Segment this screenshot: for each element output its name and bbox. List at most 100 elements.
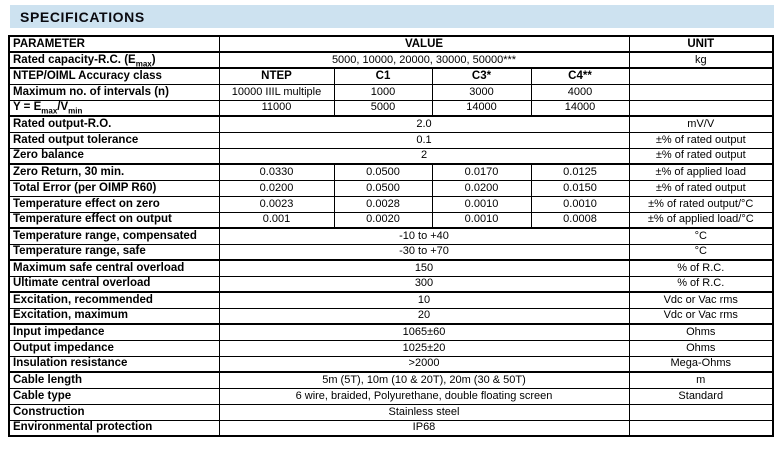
spec-table: PARAMETER VALUE UNIT Rated capacity-R.C.… (8, 35, 774, 437)
value-cell: >2000 (218, 355, 630, 373)
table-row: Environmental protection IP68 (8, 419, 774, 437)
value-cell: 0.0125 (530, 163, 630, 181)
unit-cell: Vdc or Vac rms (628, 307, 774, 325)
value-cell: 5000, 10000, 20000, 30000, 50000*** (218, 51, 630, 69)
table-row: Maximum safe central overload 150% of R.C… (8, 259, 774, 277)
table-row: Y = Emax/Vmin 11000 5000 14000 14000 (8, 99, 774, 117)
value-cell: 0.0330 (218, 163, 335, 181)
unit-cell: ±% of rated output (628, 131, 774, 149)
param-cell: Rated capacity-R.C. (Emax) (8, 51, 220, 69)
table-header-row: PARAMETER VALUE UNIT (8, 35, 774, 53)
param-text: Y = E (13, 101, 42, 114)
value-cell: 1025±20 (218, 339, 630, 357)
param-cell: Zero balance (8, 147, 220, 165)
table-row: Rated output-R.O. 2.0 mV/V (8, 115, 774, 133)
param-cell: Input impedance (8, 323, 220, 341)
table-row: Insulation resistance >2000 Mega-Ohms (8, 355, 774, 373)
value-cell: C3* (431, 67, 532, 85)
unit-cell (628, 83, 774, 101)
value-cell: 2 (218, 147, 630, 165)
value-cell: 4000 (530, 83, 630, 101)
param-cell: Temperature range, compensated (8, 227, 220, 245)
param-cell: Excitation, maximum (8, 307, 220, 325)
param-cell: Cable length (8, 371, 220, 389)
value-cell: 2.0 (218, 115, 630, 133)
value-cell: 0.0020 (333, 211, 433, 229)
param-text: /V (57, 101, 69, 114)
unit-cell: Ohms (628, 323, 774, 341)
value-cell: 14000 (431, 99, 532, 117)
value-cell: 10000 IIIL multiple (218, 83, 335, 101)
table-row: Temperature effect on output 0.001 0.0020 0… (8, 211, 774, 229)
table-row: NTEP/OIML Accuracy class NTEP C1 C3* C4** (8, 67, 774, 85)
unit-cell: ±% of rated output/°C (628, 195, 774, 213)
value-cell: 0.0010 (431, 195, 532, 213)
param-cell: Environmental protection (8, 419, 220, 437)
table-row: Construction Stainless steel (8, 403, 774, 421)
param-cell: Output impedance (8, 339, 220, 357)
unit-cell: % of R.C. (628, 259, 774, 277)
unit-cell: ±% of applied load (628, 163, 774, 181)
table-row: Zero Return, 30 min. 0.0330 0.0500 0.0170 0.… (8, 163, 774, 181)
param-cell: Temperature effect on zero (8, 195, 220, 213)
param-cell: Total Error (per OIMP R60) (8, 179, 220, 197)
value-cell: -10 to +40 (218, 227, 630, 245)
value-cell: 300 (218, 275, 630, 293)
header-value: VALUE (218, 35, 630, 53)
table-row: Output impedance 1025±20 Ohms (8, 339, 774, 357)
table-row: Excitation, recommended 10 Vdc or Vac rms (8, 291, 774, 309)
param-cell: Cable type (8, 387, 220, 405)
table-row: Temperature effect on zero 0.0023 0.0028 0.… (8, 195, 774, 213)
unit-cell: % of R.C. (628, 275, 774, 293)
param-text: Rated capacity-R.C. (E (13, 53, 136, 66)
value-cell: 1065±60 (218, 323, 630, 341)
value-cell: 1000 (333, 83, 433, 101)
unit-cell: °C (628, 227, 774, 245)
value-cell: 6 wire, braided, Polyurethane, double fl… (218, 387, 630, 405)
unit-cell (628, 99, 774, 117)
table-row: Maximum no. of intervals (n) 10000 IIIL m… (8, 83, 774, 101)
table-row: Cable type 6 wire, braided, Polyurethane,… (8, 387, 774, 405)
value-cell: 0.0010 (431, 211, 532, 229)
unit-cell (628, 419, 774, 437)
value-cell: 10 (218, 291, 630, 309)
value-cell: 20 (218, 307, 630, 325)
value-cell: 0.0008 (530, 211, 630, 229)
unit-cell: kg (628, 51, 774, 69)
value-cell: 0.0150 (530, 179, 630, 197)
value-cell: 11000 (218, 99, 335, 117)
param-cell: Rated output-R.O. (8, 115, 220, 133)
unit-cell: mV/V (628, 115, 774, 133)
table-row: Cable length 5m (5T), 10m (10 & 20T), 20m… (8, 371, 774, 389)
param-cell: NTEP/OIML Accuracy class (8, 67, 220, 85)
value-cell: 0.001 (218, 211, 335, 229)
param-cell: Zero Return, 30 min. (8, 163, 220, 181)
header-parameter: PARAMETER (8, 35, 220, 53)
unit-cell (628, 403, 774, 421)
table-row: Rated output tolerance 0.1 ±% of rated out… (8, 131, 774, 149)
param-text: ) (151, 53, 156, 66)
value-cell: 0.0028 (333, 195, 433, 213)
table-row: Input impedance 1065±60 Ohms (8, 323, 774, 341)
param-subscript: max (135, 58, 152, 68)
unit-cell: ±% of applied load/°C (628, 211, 774, 229)
value-cell: 0.0023 (218, 195, 335, 213)
param-cell: Temperature effect on output (8, 211, 220, 229)
unit-cell: °C (628, 243, 774, 261)
value-cell: 0.0500 (333, 179, 433, 197)
value-cell: 5m (5T), 10m (10 & 20T), 20m (30 & 50T) (218, 371, 630, 389)
page-title: SPECIFICATIONS (20, 8, 145, 25)
table-row: Total Error (per OIMP R60) 0.0200 0.0500 0.… (8, 179, 774, 197)
table-row: Ultimate central overload 300% of R.C. (8, 275, 774, 293)
value-cell: 0.0500 (333, 163, 433, 181)
table-row: Temperature range, safe -30 to +70 °C (8, 243, 774, 261)
param-cell: Maximum no. of intervals (n) (8, 83, 220, 101)
value-cell: 0.0200 (218, 179, 335, 197)
unit-cell: Standard (628, 387, 774, 405)
value-cell: 0.0200 (431, 179, 532, 197)
unit-cell: Ohms (628, 339, 774, 357)
param-cell: Ultimate central overload (8, 275, 220, 293)
value-cell: 0.0170 (431, 163, 532, 181)
value-cell: C4** (530, 67, 630, 85)
